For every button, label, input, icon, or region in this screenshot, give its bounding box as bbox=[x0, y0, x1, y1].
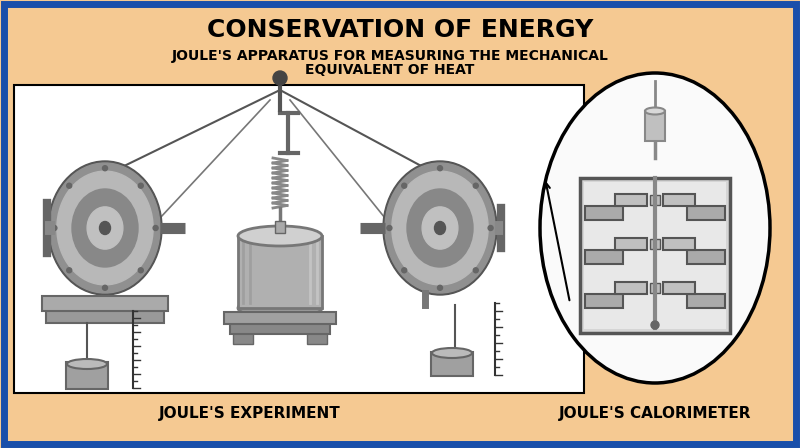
FancyBboxPatch shape bbox=[46, 309, 164, 323]
Circle shape bbox=[474, 268, 478, 273]
Circle shape bbox=[474, 183, 478, 188]
Ellipse shape bbox=[385, 163, 495, 293]
Ellipse shape bbox=[392, 171, 488, 285]
Text: JOULE'S APPARATUS FOR MEASURING THE MECHANICAL: JOULE'S APPARATUS FOR MEASURING THE MECH… bbox=[171, 49, 609, 63]
Ellipse shape bbox=[57, 171, 153, 285]
Ellipse shape bbox=[72, 189, 138, 267]
FancyBboxPatch shape bbox=[14, 85, 584, 393]
Circle shape bbox=[273, 71, 287, 85]
Circle shape bbox=[438, 166, 442, 171]
Circle shape bbox=[102, 166, 107, 171]
Circle shape bbox=[402, 183, 406, 188]
FancyBboxPatch shape bbox=[663, 238, 695, 250]
Circle shape bbox=[651, 321, 659, 329]
FancyBboxPatch shape bbox=[650, 195, 660, 205]
FancyBboxPatch shape bbox=[275, 221, 285, 233]
FancyBboxPatch shape bbox=[584, 182, 726, 329]
Circle shape bbox=[402, 268, 406, 273]
FancyBboxPatch shape bbox=[307, 332, 327, 344]
FancyBboxPatch shape bbox=[230, 322, 330, 334]
Circle shape bbox=[66, 268, 72, 273]
FancyBboxPatch shape bbox=[585, 206, 623, 220]
Ellipse shape bbox=[540, 73, 770, 383]
Ellipse shape bbox=[422, 207, 458, 249]
Ellipse shape bbox=[67, 359, 107, 369]
Ellipse shape bbox=[238, 226, 322, 246]
FancyBboxPatch shape bbox=[585, 250, 623, 264]
FancyBboxPatch shape bbox=[580, 178, 730, 333]
FancyBboxPatch shape bbox=[585, 294, 623, 308]
FancyBboxPatch shape bbox=[615, 194, 647, 206]
FancyBboxPatch shape bbox=[687, 250, 725, 264]
FancyBboxPatch shape bbox=[224, 312, 336, 324]
Circle shape bbox=[102, 285, 107, 290]
Text: JOULE'S EXPERIMENT: JOULE'S EXPERIMENT bbox=[159, 405, 341, 421]
FancyBboxPatch shape bbox=[238, 236, 322, 308]
Text: EQUIVALENT OF HEAT: EQUIVALENT OF HEAT bbox=[306, 63, 474, 77]
FancyBboxPatch shape bbox=[42, 296, 168, 311]
Circle shape bbox=[52, 225, 57, 231]
Ellipse shape bbox=[434, 221, 446, 234]
Circle shape bbox=[138, 183, 143, 188]
Ellipse shape bbox=[407, 189, 473, 267]
Ellipse shape bbox=[383, 161, 497, 295]
Ellipse shape bbox=[87, 207, 123, 249]
FancyBboxPatch shape bbox=[615, 238, 647, 250]
Ellipse shape bbox=[238, 298, 322, 318]
Circle shape bbox=[153, 225, 158, 231]
Text: CONSERVATION OF ENERGY: CONSERVATION OF ENERGY bbox=[207, 18, 593, 42]
Text: JOULE'S CALORIMETER: JOULE'S CALORIMETER bbox=[558, 405, 751, 421]
Ellipse shape bbox=[645, 108, 665, 115]
Circle shape bbox=[66, 183, 72, 188]
FancyBboxPatch shape bbox=[663, 282, 695, 294]
FancyBboxPatch shape bbox=[645, 111, 665, 141]
FancyBboxPatch shape bbox=[615, 282, 647, 294]
FancyBboxPatch shape bbox=[650, 283, 660, 293]
FancyBboxPatch shape bbox=[233, 332, 253, 344]
Ellipse shape bbox=[48, 161, 162, 295]
FancyBboxPatch shape bbox=[431, 352, 473, 376]
FancyBboxPatch shape bbox=[650, 239, 660, 249]
FancyBboxPatch shape bbox=[66, 362, 108, 389]
Circle shape bbox=[438, 285, 442, 290]
Circle shape bbox=[387, 225, 392, 231]
FancyBboxPatch shape bbox=[687, 294, 725, 308]
FancyBboxPatch shape bbox=[663, 194, 695, 206]
Ellipse shape bbox=[432, 348, 472, 358]
Circle shape bbox=[138, 268, 143, 273]
FancyBboxPatch shape bbox=[687, 206, 725, 220]
Ellipse shape bbox=[50, 163, 160, 293]
Circle shape bbox=[488, 225, 493, 231]
Ellipse shape bbox=[99, 221, 110, 234]
